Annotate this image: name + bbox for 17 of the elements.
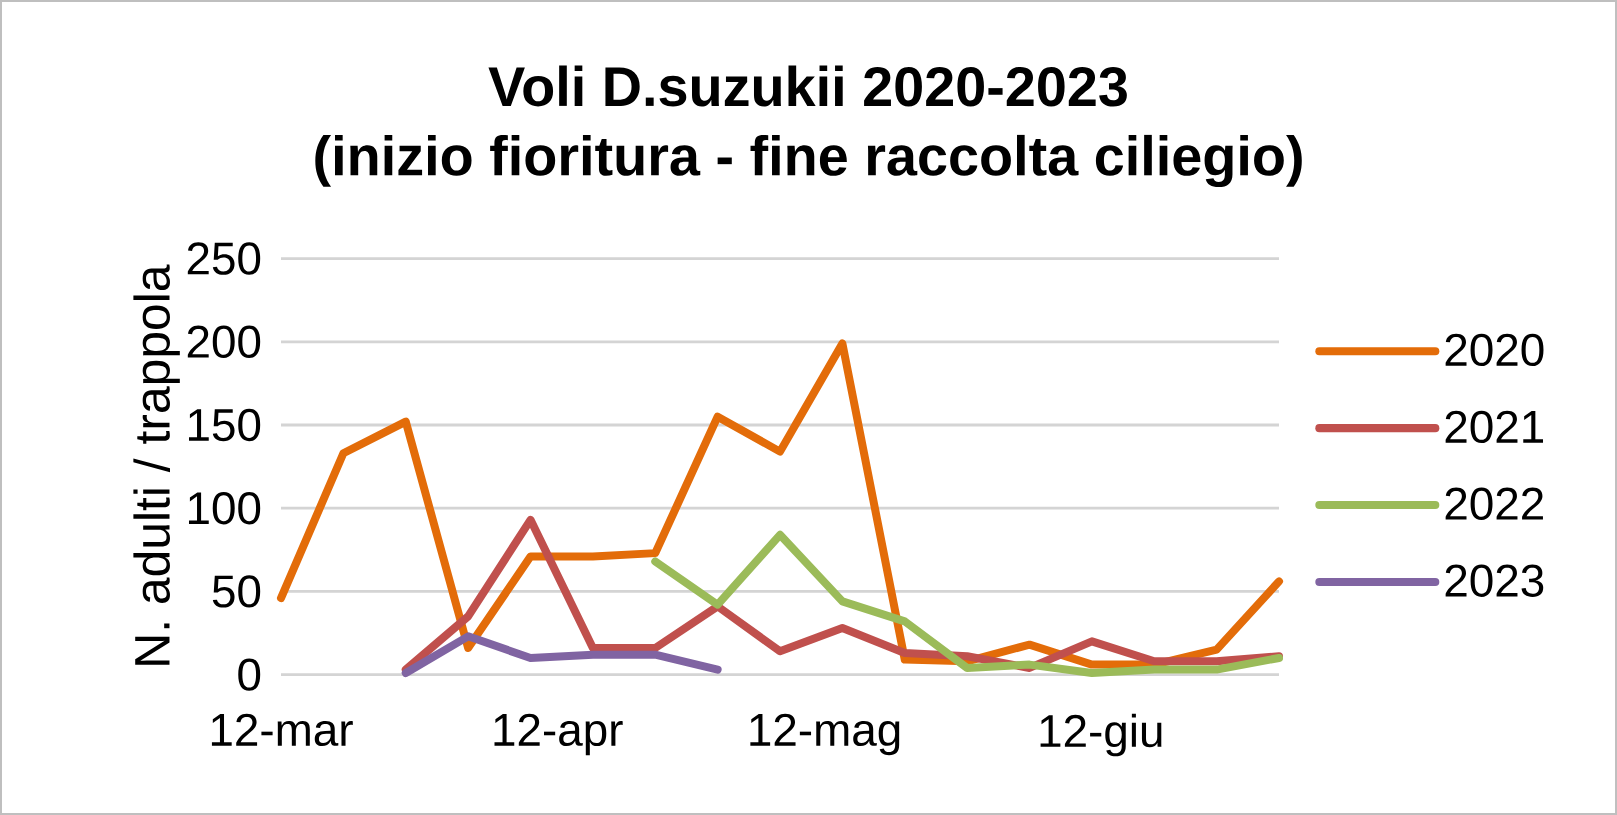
y-tick-label: 50 [212, 575, 261, 608]
legend-label: 2022 [1445, 487, 1543, 521]
x-tick-label: 12-mar [211, 713, 353, 747]
y-tick-label: 0 [238, 658, 261, 691]
x-tick-label: 12-mag [750, 713, 900, 756]
y-tick-label: 250 [187, 242, 261, 275]
y-tick-label: 200 [187, 325, 261, 359]
x-tick-label: 12-apr [494, 713, 623, 756]
y-tick-label: 100 [189, 491, 261, 525]
legend-label: 2021 [1445, 410, 1544, 444]
y-tick-label: 150 [189, 408, 261, 442]
legend-label: 2023 [1445, 564, 1544, 597]
legend-label: 2020 [1445, 333, 1544, 367]
chart-title: Voli D.suzukii 2020-2023 [488, 65, 1127, 107]
x-tick-label: 12-giu [1040, 713, 1162, 757]
chart-subtitle: (inizio fioritura - fine raccolta ciliegio) [315, 134, 1302, 188]
y-axis-title: N. adulti / trappola [133, 264, 180, 665]
